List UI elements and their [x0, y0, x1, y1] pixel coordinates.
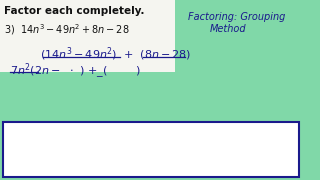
Text: Factor each completely.: Factor each completely.: [4, 6, 145, 16]
Text: $\left(14n^3 - 49n^2\right)$  $+$  $\left(8n - 28\right)$: $\left(14n^3 - 49n^2\right)$ $+$ $\left(…: [40, 45, 191, 63]
Text: 3)  $14n^3 - 49n^2 + 8n - 28$: 3) $14n^3 - 49n^2 + 8n - 28$: [4, 22, 130, 37]
Bar: [0, 0, 175, 72]
Text: Factoring: Grouping: Factoring: Grouping: [188, 12, 285, 22]
Bar: [3, 122, 299, 177]
Text: $7n^2(2n -$  $\cdot$  $)$ $+ \_($        $)$: $7n^2(2n -$ $\cdot$ $)$ $+ \_($ $)$: [10, 62, 140, 81]
Text: Method: Method: [210, 24, 247, 34]
